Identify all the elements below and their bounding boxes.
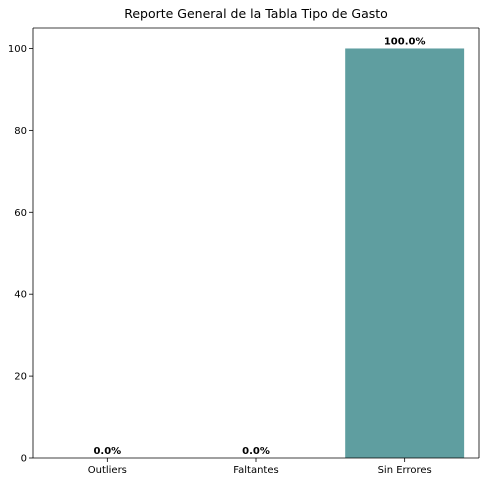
y-tick-label: 0: [21, 454, 27, 465]
y-tick-label: 80: [14, 126, 27, 137]
x-tick-label: Faltantes: [233, 465, 278, 476]
bar-value-label: 100.0%: [384, 36, 426, 47]
y-tick-label: 20: [14, 372, 27, 383]
y-tick-label: 40: [14, 290, 27, 301]
plot-area: 0 20 40 60 80 100 Outliers Faltantes Sin Errores…: [8, 27, 480, 476]
x-tick-label: Outliers: [88, 465, 127, 476]
bar-value-label: 0.0%: [242, 446, 270, 457]
bar-sin-errores: [345, 48, 465, 458]
y-tick-label: 60: [14, 208, 27, 219]
chart-title: Reporte General de la Tabla Tipo de Gast…: [124, 6, 388, 21]
y-tick-label: 100: [8, 44, 27, 55]
x-tick-label: Sin Errores: [378, 465, 432, 476]
bar-value-label: 0.0%: [93, 446, 121, 457]
